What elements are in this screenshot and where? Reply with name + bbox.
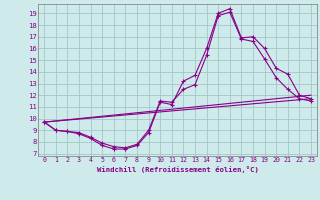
X-axis label: Windchill (Refroidissement éolien,°C): Windchill (Refroidissement éolien,°C)	[97, 166, 259, 173]
